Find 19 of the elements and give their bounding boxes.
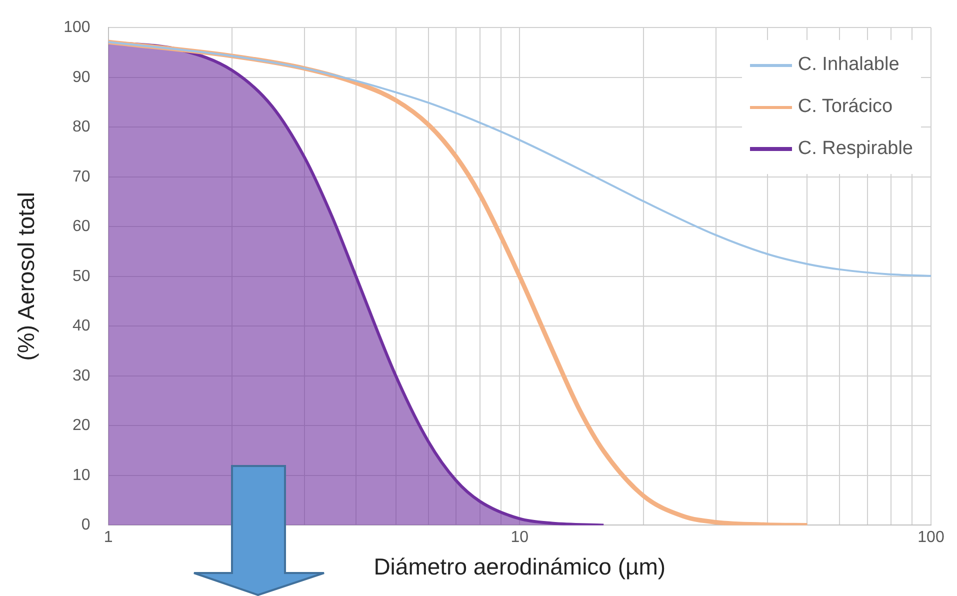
y-tick-label: 10 xyxy=(72,466,90,484)
y-tick-label: 30 xyxy=(72,367,90,384)
y-tick-label: 20 xyxy=(72,417,90,434)
y-tick-label: 60 xyxy=(72,218,90,236)
y-axis-title: (%) Aerosol total xyxy=(13,192,40,361)
x-tick-label: 100 xyxy=(918,529,944,546)
legend-label: C. Respirable xyxy=(798,138,913,160)
y-tick-label: 90 xyxy=(72,68,90,86)
x-axis-title: Diámetro aerodinámico (µm) xyxy=(374,554,666,580)
y-tick-label: 100 xyxy=(64,19,90,36)
y-tick-label: 0 xyxy=(81,516,90,534)
x-tick-label: 1 xyxy=(104,529,113,546)
y-tick-label: 80 xyxy=(72,118,90,136)
legend-label: C. Torácico xyxy=(798,96,893,118)
y-tick-label: 40 xyxy=(72,318,90,335)
legend-label: C. Inhalable xyxy=(798,54,900,76)
y-tick-label: 70 xyxy=(72,168,90,186)
y-tick-label: 50 xyxy=(72,268,90,285)
x-tick-label: 10 xyxy=(510,529,529,546)
